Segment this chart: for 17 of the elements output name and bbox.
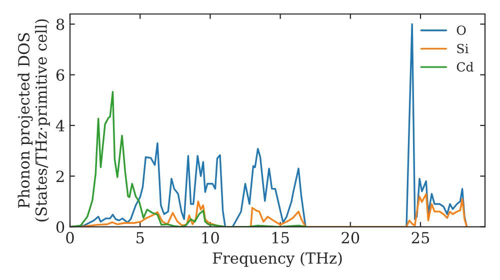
y-tick-label: 6 xyxy=(56,69,64,81)
x-tick-label: 10 xyxy=(202,232,219,244)
y-tick-label: 8 xyxy=(56,18,64,30)
x-tick-label: 25 xyxy=(412,232,430,244)
line-series xyxy=(70,90,308,227)
x-tick-label: 0 xyxy=(66,232,74,244)
legend-label: O xyxy=(456,25,466,35)
y-tick-label: 0 xyxy=(56,221,64,233)
y-tick-label: 4 xyxy=(56,120,64,132)
x-axis-title: Frequency (THz) xyxy=(212,252,342,268)
legend-label: Cd xyxy=(456,62,474,72)
x-tick-label: 5 xyxy=(136,232,144,244)
legend-label: Si xyxy=(457,44,468,54)
x-tick-label: 20 xyxy=(342,232,360,244)
y-tick-label: 2 xyxy=(56,170,64,182)
x-tick-label: 15 xyxy=(272,232,289,244)
y-axis-title: Phonon projected DOS (States/THz·primitive cell) xyxy=(18,19,50,222)
